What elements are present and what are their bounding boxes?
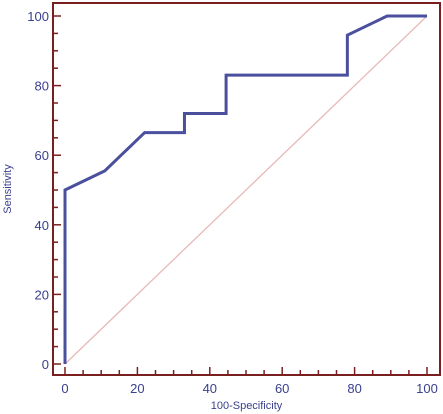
x-tick-label: 60 <box>275 381 289 396</box>
series-layer <box>63 14 428 365</box>
x-axis-title: 100-Specificity <box>211 400 283 412</box>
x-tick-label: 20 <box>130 381 144 396</box>
roc-curve-line <box>63 14 427 364</box>
plot-frame <box>52 2 441 376</box>
x-tick-label: 0 <box>61 381 68 396</box>
tick-labels: 0 20 40 60 80 100 0 20 40 60 80 100 <box>27 9 438 396</box>
x-tick-label: 40 <box>203 381 217 396</box>
y-tick-label: 60 <box>35 148 49 163</box>
y-tick-label: 40 <box>35 218 49 233</box>
reference-diagonal-line <box>64 15 428 365</box>
y-tick-label: 100 <box>27 9 49 24</box>
y-tick-label: 20 <box>35 287 49 302</box>
x-tick-label: 100 <box>416 381 438 396</box>
y-tick-label: 80 <box>35 79 49 94</box>
y-axis-title: Sensitivity <box>2 164 14 214</box>
y-tick-label: 0 <box>42 357 49 372</box>
x-tick-label: 80 <box>347 381 361 396</box>
